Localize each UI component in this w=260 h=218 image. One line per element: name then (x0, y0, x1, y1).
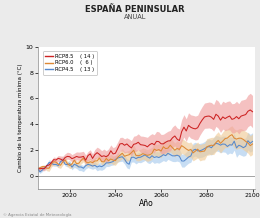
Text: ESPAÑA PENINSULAR: ESPAÑA PENINSULAR (85, 5, 185, 14)
Y-axis label: Cambio de la temperatura mínima (°C): Cambio de la temperatura mínima (°C) (17, 63, 23, 172)
Text: © Agencia Estatal de Meteorología: © Agencia Estatal de Meteorología (3, 213, 71, 217)
X-axis label: Año: Año (139, 199, 154, 208)
Legend: RCP8.5    ( 14 ), RCP6.0    (  6 ), RCP4.5    ( 13 ): RCP8.5 ( 14 ), RCP6.0 ( 6 ), RCP4.5 ( 13… (42, 51, 97, 75)
Text: ANUAL: ANUAL (124, 14, 146, 20)
